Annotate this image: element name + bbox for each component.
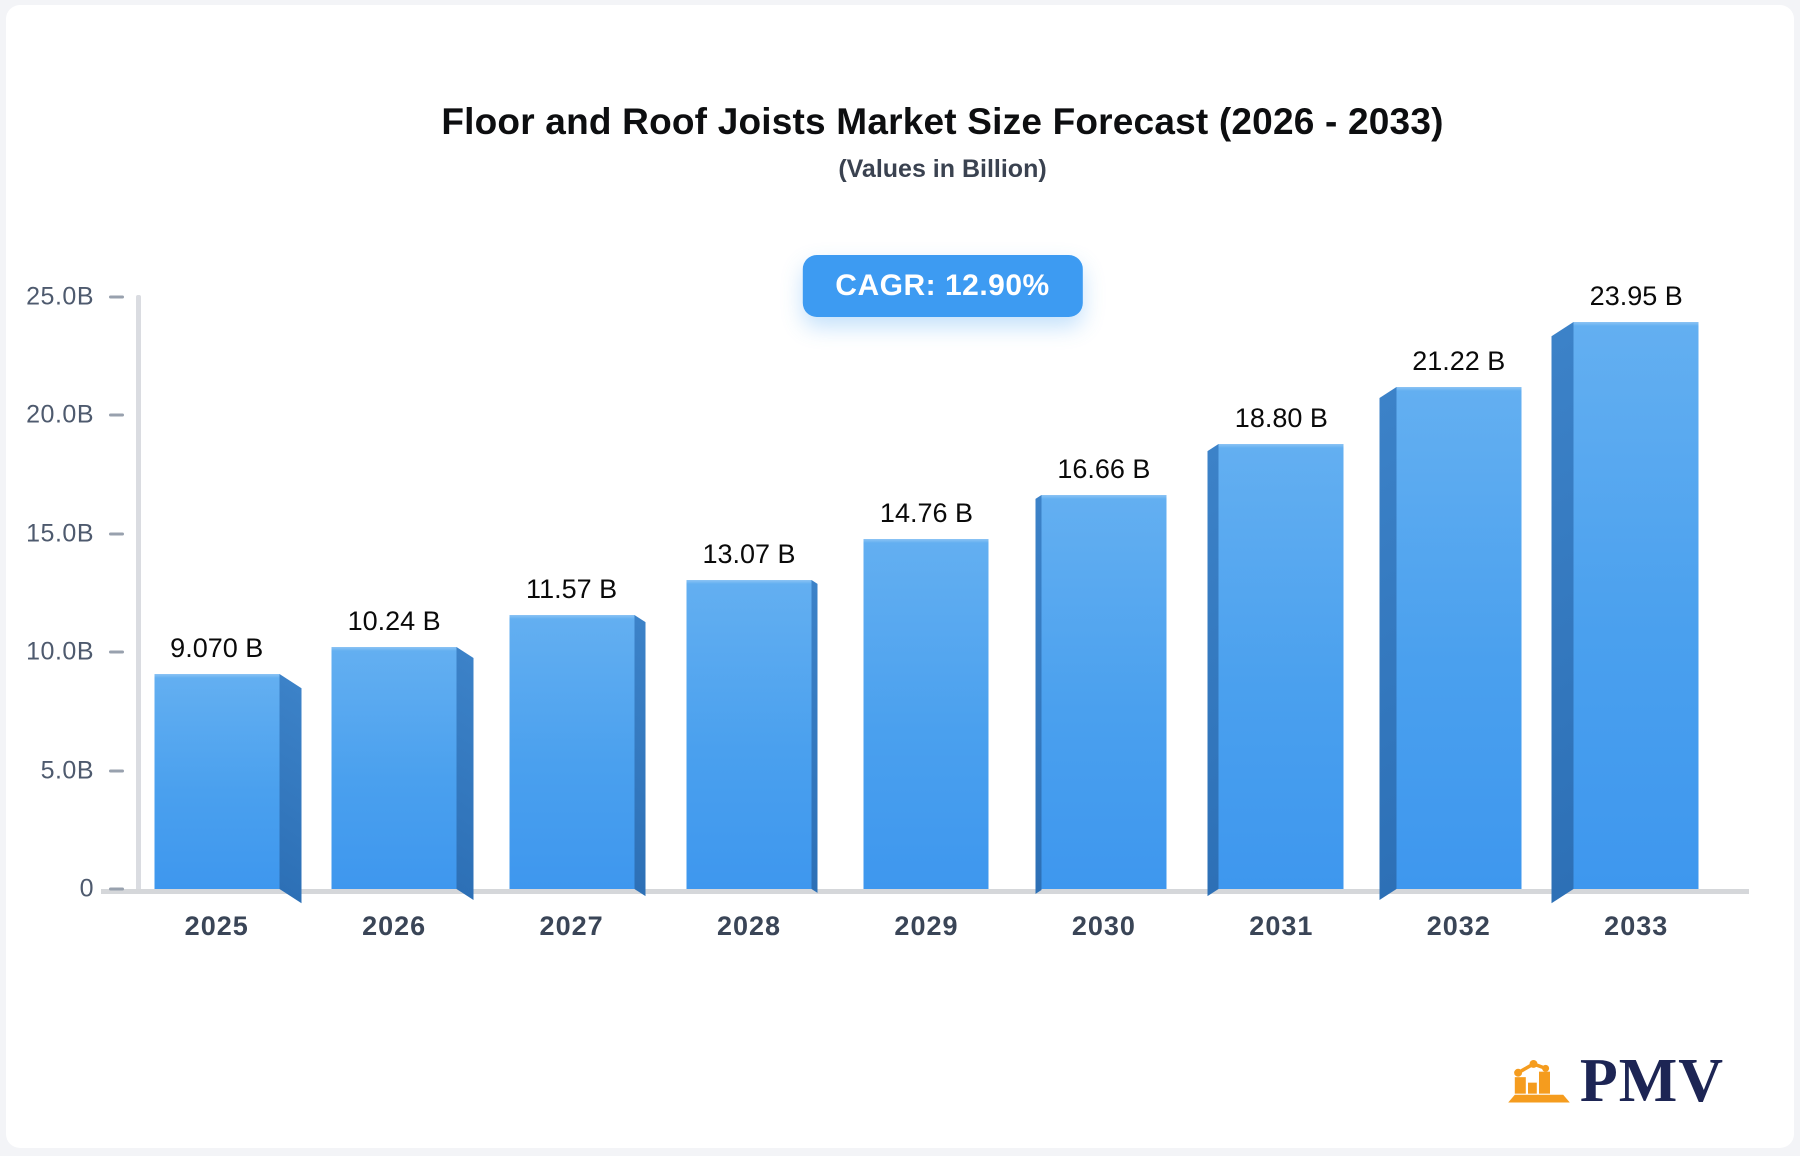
x-axis-label-2028: 2028: [716, 911, 782, 941]
logo-text: PMV: [1579, 1047, 1724, 1115]
bar-face: [863, 539, 989, 889]
x-axis-label-2033: 2033: [1604, 911, 1669, 941]
bar-column-2029: 14.76 B: [838, 297, 1015, 889]
y-axis-line: [136, 295, 141, 894]
y-tick-dash: [109, 650, 124, 654]
bar-column-2033: 23.95 B: [1548, 281, 1725, 904]
bar-column-2030: 16.66 B: [1015, 297, 1192, 893]
bar-column-2025: 9.070 B: [128, 297, 305, 904]
bar-column-2031: 18.80 B: [1193, 297, 1370, 897]
bar-2029: 14.76 B: [863, 498, 989, 889]
bar-value-label: 11.57 B: [526, 574, 618, 605]
bar-face: [1041, 494, 1167, 889]
x-axis-label-2031: 2031: [1249, 911, 1314, 941]
bar-2033: 23.95 B: [1551, 281, 1699, 904]
bar-face: [154, 674, 280, 889]
bar-column-2026: 10.24 B: [305, 297, 482, 901]
bar-value-label: 10.24 B: [347, 605, 441, 636]
bar-face: [1573, 321, 1699, 889]
chart-card: Floor and Roof Joists Market Size Foreca…: [6, 5, 1794, 1148]
y-tick-label: 5.0B: [40, 756, 94, 785]
chart-title: Floor and Roof Joists Market Size Foreca…: [441, 101, 1444, 142]
plot-area: 25.0B 20.0B 15.0B 10.0B 5.0B 0 9.070 B 10.24 B…: [26, 281, 1749, 941]
bar-column-2028: 13.07 B: [660, 297, 837, 893]
y-tick-dash: [109, 413, 124, 417]
x-axis-label-2032: 2032: [1426, 911, 1491, 941]
bar-side: [279, 674, 302, 904]
cagr-badge: CAGR: 12.90%: [802, 255, 1083, 317]
y-tick-label: 0: [79, 874, 94, 903]
bar-value-label: 21.22 B: [1412, 345, 1506, 376]
bar-side: [634, 615, 646, 897]
bar-2031: 18.80 B: [1207, 403, 1344, 897]
bar-value-label: 14.76 B: [879, 498, 974, 529]
x-axis-label-2025: 2025: [184, 911, 249, 941]
bar-side: [1551, 321, 1574, 904]
bar-value-label: 13.07 B: [702, 538, 796, 569]
bar-side: [1379, 386, 1397, 901]
y-tick-label: 20.0B: [26, 400, 94, 429]
y-tick-label: 10.0B: [26, 637, 94, 666]
bar-value-label: 16.66 B: [1057, 453, 1151, 484]
x-axis-label-2030: 2030: [1071, 911, 1136, 941]
bar-2032: 21.22 B: [1379, 346, 1522, 901]
bar-column-2032: 21.22 B: [1370, 297, 1547, 901]
y-tick-dash: [109, 887, 124, 891]
bar-face: [686, 579, 812, 889]
pmv-logo: PMV: [1506, 1050, 1724, 1112]
bar-2030: 16.66 B: [1035, 454, 1167, 893]
x-axis-labels: 2025 2026 2027 2028 2029 2030 2031 2032 2033: [128, 911, 1725, 942]
bar-value-label: 18.80 B: [1234, 402, 1328, 433]
bar-value-label: 9.070 B: [170, 633, 264, 664]
y-tick-dash: [109, 295, 124, 299]
bar-2028: 13.07 B: [686, 539, 818, 893]
bar-face: [509, 615, 635, 889]
y-tick-label: 15.0B: [26, 519, 94, 548]
bar-face: [1396, 386, 1522, 889]
x-axis-label-2029: 2029: [894, 911, 959, 941]
y-tick-label: 25.0B: [26, 282, 94, 311]
bar-2026: 10.24 B: [331, 606, 474, 901]
bar-value-label: 23.95 B: [1589, 280, 1683, 311]
x-axis-label-2027: 2027: [539, 911, 604, 941]
x-axis-baseline: [101, 889, 1749, 894]
bar-face: [1218, 443, 1344, 889]
bar-face: [331, 646, 457, 889]
x-axis-label-2026: 2026: [362, 911, 427, 941]
bar-side: [1207, 443, 1219, 897]
chart-header: Floor and Roof Joists Market Size Foreca…: [136, 5, 1749, 317]
bar-side: [811, 579, 818, 893]
bars-container: 9.070 B 10.24 B 11.57 B 13.07 B 14.76 B 16.66…: [128, 281, 1725, 904]
bar-side: [456, 646, 474, 901]
y-tick-dash: [109, 532, 124, 536]
bar-2027: 11.57 B: [509, 574, 646, 897]
y-tick-dash: [109, 769, 124, 773]
bar-column-2027: 11.57 B: [483, 297, 660, 897]
bar-2025: 9.070 B: [154, 633, 302, 904]
chart-subtitle: (Values in Billion): [838, 155, 1047, 183]
bar-chart-icon: [1508, 1059, 1570, 1103]
